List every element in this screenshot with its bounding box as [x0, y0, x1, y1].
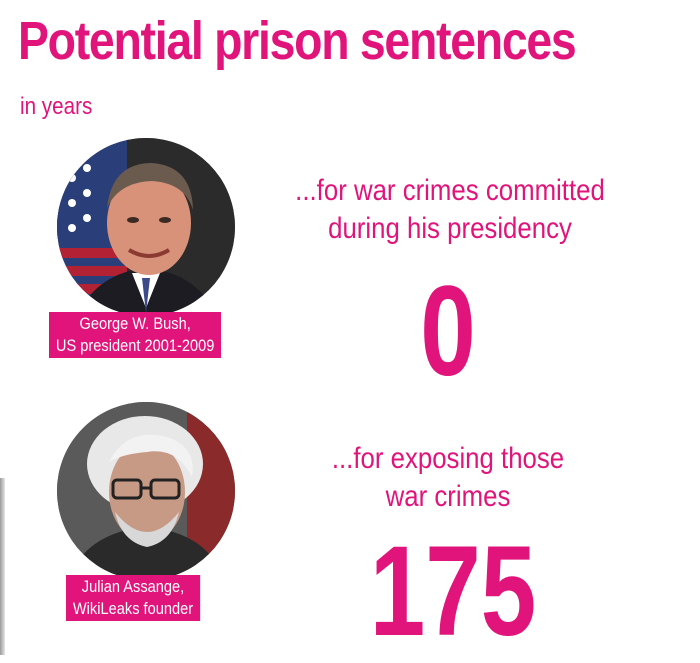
assange-portrait-image [57, 402, 235, 580]
page-title: Potential prison sentences [18, 11, 577, 71]
bush-caption-role: US president 2001-2009 [54, 335, 217, 357]
assange-description-line2: war crimes [385, 480, 511, 513]
page-subtitle: in years [20, 93, 93, 120]
bush-sentence-years: 0 [420, 260, 476, 403]
assange-description-line1: ...for exposing those [331, 442, 565, 475]
bush-description: ...for war crimes committed during his p… [269, 172, 630, 248]
bush-caption: George W. Bush, US president 2001-2009 [49, 312, 222, 358]
assange-caption: Julian Assange, WikiLeaks founder [66, 575, 201, 621]
assange-portrait [57, 402, 235, 580]
assange-caption-name: Julian Assange, [71, 576, 195, 598]
bush-description-line1: ...for war crimes committed [295, 174, 605, 207]
bush-caption-name: George W. Bush, [54, 313, 217, 335]
bush-portrait-image [57, 138, 235, 316]
assange-sentence-years: 175 [369, 520, 537, 663]
assange-caption-role: WikiLeaks founder [71, 598, 195, 620]
assange-description: ...for exposing those war crimes [267, 440, 628, 516]
bush-portrait [57, 138, 235, 316]
bush-description-line2: during his presidency [328, 212, 572, 245]
left-edge-divider [0, 478, 5, 655]
